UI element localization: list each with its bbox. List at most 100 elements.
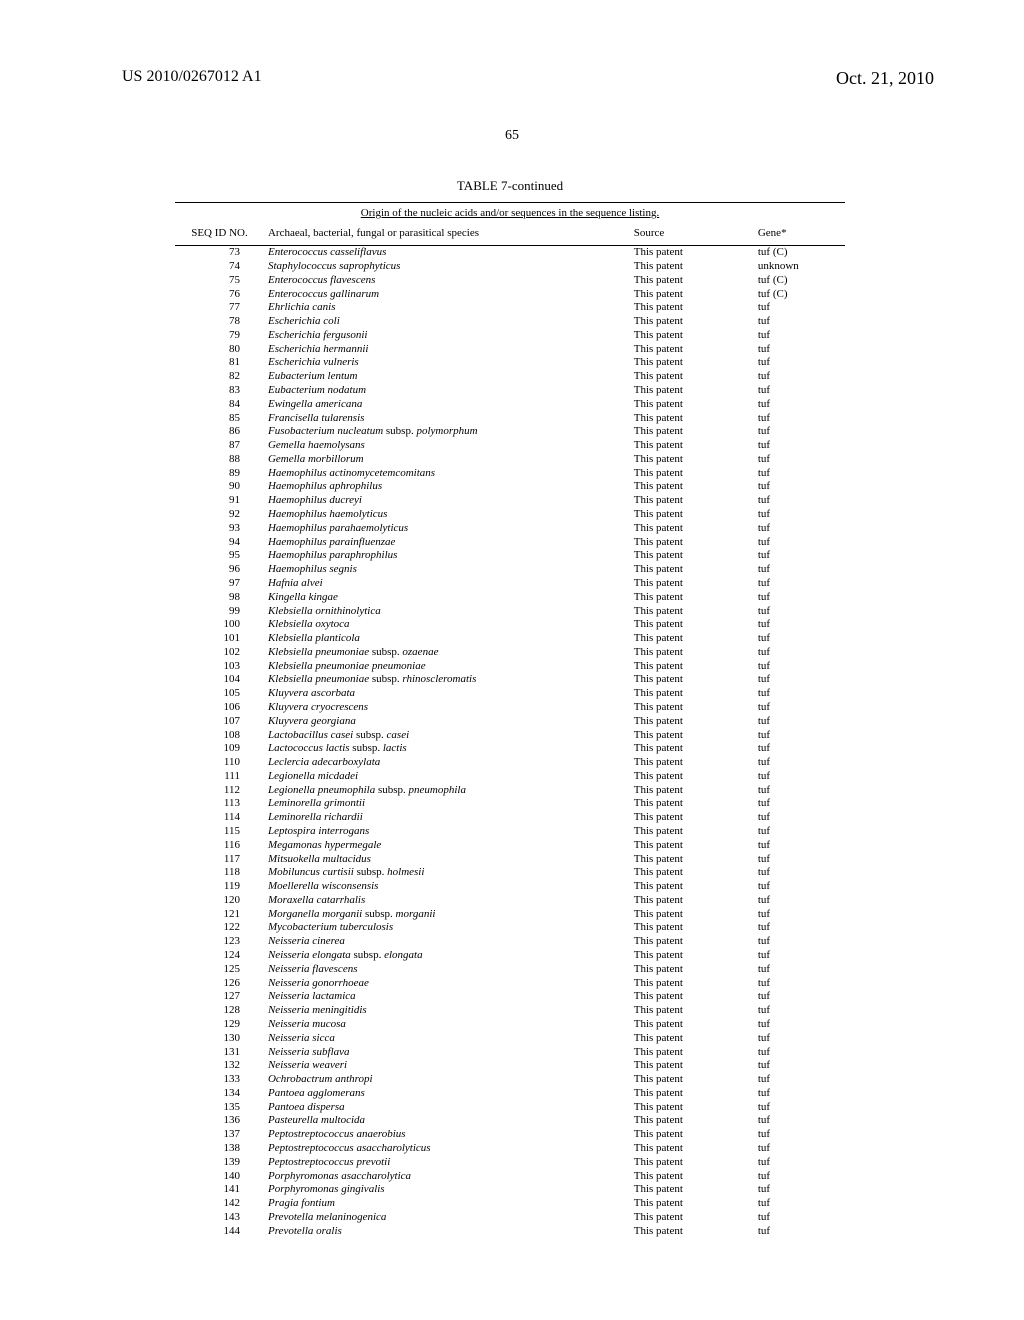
cell-gene: tuf: [758, 839, 845, 853]
cell-seq: 126: [175, 976, 264, 990]
cell-seq: 106: [175, 701, 264, 715]
cell-seq: 130: [175, 1032, 264, 1046]
cell-seq: 112: [175, 783, 264, 797]
table-row: 116Megamonas hypermegaleThis patenttuf: [175, 839, 845, 853]
table-row: 136Pasteurella multocidaThis patenttuf: [175, 1114, 845, 1128]
cell-species: Neisseria sicca: [264, 1032, 634, 1046]
cell-source: This patent: [634, 1197, 758, 1211]
cell-source: This patent: [634, 494, 758, 508]
cell-gene: tuf: [758, 673, 845, 687]
cell-gene: tuf: [758, 770, 845, 784]
table-row: 77Ehrlichia canisThis patenttuf: [175, 301, 845, 315]
cell-gene: tuf: [758, 411, 845, 425]
col-header-gene: Gene*: [758, 223, 845, 246]
cell-source: This patent: [634, 287, 758, 301]
cell-seq: 115: [175, 825, 264, 839]
cell-source: This patent: [634, 1087, 758, 1101]
cell-species: Neisseria mucosa: [264, 1018, 634, 1032]
cell-species: Enterococcus flavescens: [264, 274, 634, 288]
cell-seq: 79: [175, 329, 264, 343]
table-row: 126Neisseria gonorrhoeaeThis patenttuf: [175, 976, 845, 990]
cell-species: Francisella tularensis: [264, 411, 634, 425]
cell-seq: 96: [175, 563, 264, 577]
cell-species: Klebsiella ornithinolytica: [264, 604, 634, 618]
cell-gene: tuf: [758, 908, 845, 922]
cell-species: Pasteurella multocida: [264, 1114, 634, 1128]
cell-gene: tuf: [758, 1100, 845, 1114]
cell-source: This patent: [634, 591, 758, 605]
cell-species: Kluyvera ascorbata: [264, 687, 634, 701]
cell-seq: 82: [175, 370, 264, 384]
table-row: 92Haemophilus haemolyticusThis patenttuf: [175, 508, 845, 522]
cell-source: This patent: [634, 467, 758, 481]
cell-gene: tuf: [758, 494, 845, 508]
table-row: 141Porphyromonas gingivalisThis patenttu…: [175, 1183, 845, 1197]
table-row: 103Klebsiella pneumoniae pneumoniaeThis …: [175, 659, 845, 673]
cell-gene: tuf: [758, 1156, 845, 1170]
cell-gene: tuf: [758, 1142, 845, 1156]
cell-species: Prevotella oralis: [264, 1224, 634, 1238]
table-row: 120Moraxella catarrhalisThis patenttuf: [175, 894, 845, 908]
cell-gene: tuf: [758, 1114, 845, 1128]
table-row: 139Peptostreptococcus prevotiiThis paten…: [175, 1156, 845, 1170]
table-row: 76Enterococcus gallinarumThis patenttuf …: [175, 287, 845, 301]
cell-species: Neisseria meningitidis: [264, 1004, 634, 1018]
cell-gene: tuf: [758, 1211, 845, 1225]
col-header-source: Source: [634, 223, 758, 246]
cell-gene: tuf: [758, 563, 845, 577]
cell-species: Haemophilus parahaemolyticus: [264, 522, 634, 536]
cell-seq: 142: [175, 1197, 264, 1211]
table-row: 99Klebsiella ornithinolyticaThis patentt…: [175, 604, 845, 618]
cell-gene: tuf: [758, 715, 845, 729]
table-row: 106Kluyvera cryocrescensThis patenttuf: [175, 701, 845, 715]
cell-seq: 129: [175, 1018, 264, 1032]
cell-source: This patent: [634, 990, 758, 1004]
cell-gene: tuf: [758, 1183, 845, 1197]
cell-species: Ewingella americana: [264, 398, 634, 412]
cell-seq: 118: [175, 866, 264, 880]
cell-species: Neisseria lactamica: [264, 990, 634, 1004]
cell-source: This patent: [634, 329, 758, 343]
cell-seq: 92: [175, 508, 264, 522]
cell-gene: tuf: [758, 618, 845, 632]
table-header-row: SEQ ID NO. Archaeal, bacterial, fungal o…: [175, 223, 845, 246]
table-title: TABLE 7-continued: [175, 178, 845, 194]
cell-gene: tuf: [758, 1128, 845, 1142]
table-row: 93Haemophilus parahaemolyticusThis paten…: [175, 522, 845, 536]
cell-species: Eubacterium lentum: [264, 370, 634, 384]
cell-seq: 144: [175, 1224, 264, 1238]
table-row: 97Hafnia alveiThis patenttuf: [175, 577, 845, 591]
cell-gene: tuf: [758, 480, 845, 494]
cell-seq: 89: [175, 467, 264, 481]
cell-seq: 104: [175, 673, 264, 687]
cell-seq: 76: [175, 287, 264, 301]
cell-seq: 90: [175, 480, 264, 494]
table-row: 112Legionella pneumophila subsp. pneumop…: [175, 783, 845, 797]
cell-gene: tuf: [758, 990, 845, 1004]
cell-species: Ehrlichia canis: [264, 301, 634, 315]
table-row: 91Haemophilus ducreyiThis patenttuf: [175, 494, 845, 508]
table-row: 102Klebsiella pneumoniae subsp. ozaenaeT…: [175, 646, 845, 660]
cell-seq: 120: [175, 894, 264, 908]
cell-species: Kluyvera georgiana: [264, 715, 634, 729]
table-row: 117Mitsuokella multacidusThis patenttuf: [175, 852, 845, 866]
cell-seq: 124: [175, 949, 264, 963]
cell-seq: 75: [175, 274, 264, 288]
cell-species: Escherichia hermannii: [264, 342, 634, 356]
table-row: 96Haemophilus segnisThis patenttuf: [175, 563, 845, 577]
cell-gene: tuf: [758, 467, 845, 481]
table-top-rule: [175, 202, 845, 203]
table-row: 74Staphylococcus saprophyticusThis paten…: [175, 260, 845, 274]
cell-seq: 110: [175, 756, 264, 770]
cell-species: Peptostreptococcus asaccharolyticus: [264, 1142, 634, 1156]
table-row: 143Prevotella melaninogenicaThis patentt…: [175, 1211, 845, 1225]
cell-source: This patent: [634, 604, 758, 618]
cell-gene: tuf (C): [758, 287, 845, 301]
table-row: 78Escherichia coliThis patenttuf: [175, 315, 845, 329]
cell-gene: tuf: [758, 508, 845, 522]
cell-gene: tuf: [758, 315, 845, 329]
cell-source: This patent: [634, 728, 758, 742]
cell-gene: tuf: [758, 797, 845, 811]
cell-seq: 137: [175, 1128, 264, 1142]
table-row: 128Neisseria meningitidisThis patenttuf: [175, 1004, 845, 1018]
